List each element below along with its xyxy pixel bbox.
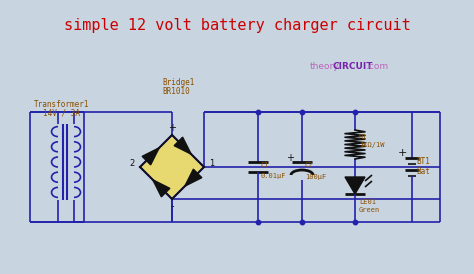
- Text: LE01: LE01: [359, 199, 376, 205]
- Text: 100μF: 100μF: [305, 174, 326, 180]
- Text: +: +: [168, 123, 176, 133]
- Text: Green: Green: [359, 207, 380, 213]
- Text: 14V / 3A: 14V / 3A: [44, 108, 81, 117]
- Polygon shape: [140, 135, 204, 199]
- Text: BR1010: BR1010: [162, 87, 190, 96]
- Text: simple 12 volt battery charger circuit: simple 12 volt battery charger circuit: [64, 18, 410, 33]
- Text: 1KΩ/1W: 1KΩ/1W: [359, 142, 384, 148]
- Text: -: -: [170, 201, 174, 211]
- Text: Bat: Bat: [416, 167, 430, 176]
- Polygon shape: [174, 137, 191, 154]
- Polygon shape: [185, 169, 202, 186]
- Text: +: +: [397, 148, 407, 158]
- Text: 0.01μF: 0.01μF: [261, 173, 286, 179]
- Text: Transformer1: Transformer1: [34, 100, 90, 109]
- Text: C1: C1: [261, 162, 270, 168]
- Text: .com: .com: [366, 62, 388, 71]
- Polygon shape: [153, 180, 170, 197]
- Text: 1: 1: [210, 158, 215, 167]
- Polygon shape: [142, 148, 159, 165]
- Text: 2: 2: [129, 158, 135, 167]
- Text: R1: R1: [359, 134, 367, 140]
- Text: +: +: [286, 153, 294, 163]
- Polygon shape: [345, 177, 365, 194]
- Text: Bridge1: Bridge1: [162, 78, 194, 87]
- Text: C2: C2: [305, 162, 313, 168]
- Text: CIRCUIT: CIRCUIT: [333, 62, 374, 71]
- Text: BT1: BT1: [416, 158, 430, 167]
- Text: theory: theory: [310, 62, 340, 71]
